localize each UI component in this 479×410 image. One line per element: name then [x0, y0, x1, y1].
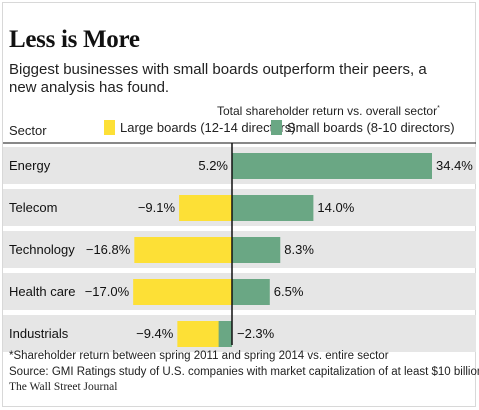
legend-swatch-small-boards: [271, 120, 282, 135]
value-label-large-health-care: −17.0%: [85, 284, 130, 299]
footnotes: *Shareholder return between spring 2011 …: [9, 349, 479, 396]
bar-small-telecom: [232, 195, 314, 221]
value-label-large-energy: 5.2%: [198, 158, 228, 173]
measure-heading-text: Total shareholder return vs. overall sec…: [217, 104, 438, 118]
category-label-technology: Technology: [9, 242, 75, 257]
bar-small-technology: [232, 237, 281, 263]
value-label-small-energy: 34.4%: [436, 158, 473, 173]
value-label-large-industrials: −9.4%: [136, 326, 174, 341]
bar-large-health-care: [133, 279, 232, 305]
value-label-small-health-care: 6.5%: [274, 284, 304, 299]
value-label-large-telecom: −9.1%: [138, 200, 176, 215]
bar-small-energy: [232, 153, 432, 179]
category-label-industrials: Industrials: [9, 326, 69, 341]
legend-label-small-boards: Small boards (8-10 directors): [287, 120, 455, 135]
category-label-health-care: Health care: [9, 284, 75, 299]
value-label-small-technology: 8.3%: [284, 242, 314, 257]
row-band-industrials: [3, 315, 476, 352]
chart-subtitle: Biggest businesses with small boards out…: [9, 61, 427, 96]
legend-item-small-boards: Small boards (8-10 directors): [271, 120, 455, 135]
value-label-large-technology: −16.8%: [86, 242, 131, 257]
bar-large-telecom: [179, 195, 232, 221]
chart-title: Less is More: [9, 26, 140, 53]
bar-small-health-care: [232, 279, 270, 305]
category-label-telecom: Telecom: [9, 200, 57, 215]
legend-swatch-large-boards: [104, 120, 115, 135]
value-label-small-industrials: −2.3%: [237, 326, 275, 341]
measure-heading: Total shareholder return vs. overall sec…: [217, 104, 440, 118]
source-text: Source: GMI Ratings study of U.S. compan…: [9, 365, 479, 378]
value-label-small-telecom: 14.0%: [317, 200, 354, 215]
bar-large-technology: [134, 237, 232, 263]
category-label-energy: Energy: [9, 158, 51, 173]
footnote-marker: *: [437, 105, 440, 112]
sector-column-label: Sector: [9, 123, 47, 138]
legend-label-large-boards: Large boards (12-14 directors): [120, 120, 296, 135]
legend-item-large-boards: Large boards (12-14 directors): [104, 120, 296, 135]
publisher-credit: The Wall Street Journal: [9, 381, 118, 393]
bar-small-industrials: [218, 321, 232, 347]
footnote-text: *Shareholder return between spring 2011 …: [9, 350, 389, 362]
